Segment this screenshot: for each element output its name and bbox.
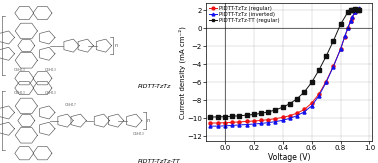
PIDTT-TzTz (inverted) (302, 111, 307, 113)
Text: $\mathregular{C_6H_{13}}$: $\mathregular{C_6H_{13}}$ (132, 130, 145, 138)
PIDTT-TzTz (inverted) (324, 82, 328, 83)
PIDTT-TzTz-TT (regular) (223, 116, 227, 118)
PIDTT-TzTz (inverted) (237, 124, 242, 126)
PIDTT-TzTz (inverted) (350, 16, 354, 18)
PIDTT-TzTz-TT (regular) (259, 112, 263, 114)
Text: PIDTT-TzTz-TT: PIDTT-TzTz-TT (138, 159, 180, 163)
Y-axis label: Current density (mA cm⁻²): Current density (mA cm⁻²) (178, 26, 186, 119)
PIDTT-TzTz (regular) (309, 102, 314, 104)
PIDTT-TzTz-TT (regular) (350, 9, 354, 11)
PIDTT-TzTz-TT (regular) (244, 114, 249, 116)
PIDTT-TzTz (regular) (223, 122, 227, 124)
PIDTT-TzTz (regular) (353, 11, 357, 13)
PIDTT-TzTz (inverted) (342, 35, 347, 37)
PIDTT-TzTz-TT (regular) (266, 111, 271, 113)
PIDTT-TzTz (regular) (345, 28, 350, 30)
PIDTT-TzTz (regular) (295, 112, 299, 114)
Line: PIDTT-TzTz-TT (regular): PIDTT-TzTz-TT (regular) (209, 8, 361, 119)
PIDTT-TzTz (regular) (349, 20, 353, 22)
PIDTT-TzTz (inverted) (309, 105, 314, 107)
PIDTT-TzTz-TT (regular) (316, 69, 321, 71)
PIDTT-TzTz (inverted) (331, 66, 336, 68)
PIDTT-TzTz-TT (regular) (338, 23, 343, 25)
PIDTT-TzTz (regular) (259, 119, 263, 121)
Text: n: n (147, 118, 150, 123)
PIDTT-TzTz-TT (regular) (280, 106, 285, 108)
PIDTT-TzTz (inverted) (273, 121, 278, 123)
Line: PIDTT-TzTz (regular): PIDTT-TzTz (regular) (209, 7, 361, 125)
PIDTT-TzTz (inverted) (223, 125, 227, 127)
Legend: PIDTT-TzTz (regular), PIDTT-TzTz (inverted), PIDTT-TzTz-TT (regular): PIDTT-TzTz (regular), PIDTT-TzTz (invert… (208, 5, 280, 23)
PIDTT-TzTz-TT (regular) (324, 55, 328, 57)
PIDTT-TzTz (inverted) (251, 123, 256, 125)
PIDTT-TzTz (inverted) (215, 125, 220, 127)
PIDTT-TzTz (regular) (244, 120, 249, 122)
PIDTT-TzTz-TT (regular) (230, 115, 234, 117)
PIDTT-TzTz-TT (regular) (208, 116, 212, 118)
PIDTT-TzTz (inverted) (338, 48, 343, 50)
PIDTT-TzTz (regular) (288, 115, 292, 117)
Text: $\mathregular{C_6H_{13}}$: $\mathregular{C_6H_{13}}$ (44, 89, 57, 97)
PIDTT-TzTz-TT (regular) (215, 116, 220, 118)
PIDTT-TzTz (regular) (230, 121, 234, 123)
PIDTT-TzTz (regular) (215, 122, 220, 124)
PIDTT-TzTz (inverted) (244, 124, 249, 126)
PIDTT-TzTz (inverted) (345, 27, 350, 29)
PIDTT-TzTz-TT (regular) (273, 109, 278, 111)
Text: $\mathregular{C_6H_{13}}$: $\mathregular{C_6H_{13}}$ (44, 67, 57, 74)
Text: $\mathregular{C_6H_{17}}$: $\mathregular{C_6H_{17}}$ (64, 101, 77, 109)
Text: $\mathregular{C_6H_{13}}$: $\mathregular{C_6H_{13}}$ (13, 67, 26, 74)
PIDTT-TzTz (regular) (208, 122, 212, 124)
PIDTT-TzTz (inverted) (316, 95, 321, 97)
PIDTT-TzTz-TT (regular) (349, 9, 353, 11)
PIDTT-TzTz (inverted) (259, 122, 263, 124)
PIDTT-TzTz (inverted) (208, 125, 212, 127)
PIDTT-TzTz (inverted) (280, 119, 285, 121)
PIDTT-TzTz (inverted) (349, 20, 353, 22)
PIDTT-TzTz (regular) (316, 93, 321, 95)
PIDTT-TzTz (regular) (280, 116, 285, 118)
PIDTT-TzTz-TT (regular) (251, 113, 256, 115)
PIDTT-TzTz-TT (regular) (288, 103, 292, 105)
PIDTT-TzTz (regular) (302, 109, 307, 111)
PIDTT-TzTz-TT (regular) (353, 8, 357, 10)
Line: PIDTT-TzTz (inverted): PIDTT-TzTz (inverted) (209, 6, 361, 128)
PIDTT-TzTz-TT (regular) (295, 98, 299, 100)
PIDTT-TzTz (regular) (357, 8, 362, 10)
PIDTT-TzTz (regular) (350, 17, 354, 19)
PIDTT-TzTz (inverted) (295, 115, 299, 117)
X-axis label: Voltage (V): Voltage (V) (268, 153, 310, 162)
PIDTT-TzTz (regular) (324, 81, 328, 82)
Text: PIDTT-TzTz: PIDTT-TzTz (138, 84, 171, 89)
PIDTT-TzTz-TT (regular) (331, 40, 336, 42)
PIDTT-TzTz (inverted) (230, 124, 234, 126)
Text: $\mathregular{C_6H_{13}}$: $\mathregular{C_6H_{13}}$ (13, 89, 26, 97)
PIDTT-TzTz (regular) (237, 121, 242, 123)
PIDTT-TzTz (regular) (342, 36, 347, 37)
PIDTT-TzTz (inverted) (288, 117, 292, 119)
PIDTT-TzTz-TT (regular) (302, 91, 307, 93)
PIDTT-TzTz-TT (regular) (356, 9, 360, 11)
PIDTT-TzTz (inverted) (357, 7, 362, 9)
PIDTT-TzTz-TT (regular) (309, 82, 314, 83)
PIDTT-TzTz (inverted) (266, 122, 271, 124)
PIDTT-TzTz (regular) (266, 119, 271, 121)
Text: n: n (114, 43, 118, 48)
PIDTT-TzTz (regular) (251, 120, 256, 122)
PIDTT-TzTz (inverted) (353, 11, 357, 13)
PIDTT-TzTz-TT (regular) (345, 11, 350, 13)
PIDTT-TzTz (regular) (273, 118, 278, 120)
PIDTT-TzTz (regular) (331, 65, 336, 67)
PIDTT-TzTz (regular) (338, 48, 343, 50)
PIDTT-TzTz-TT (regular) (237, 115, 242, 117)
PIDTT-TzTz-TT (regular) (357, 9, 362, 11)
